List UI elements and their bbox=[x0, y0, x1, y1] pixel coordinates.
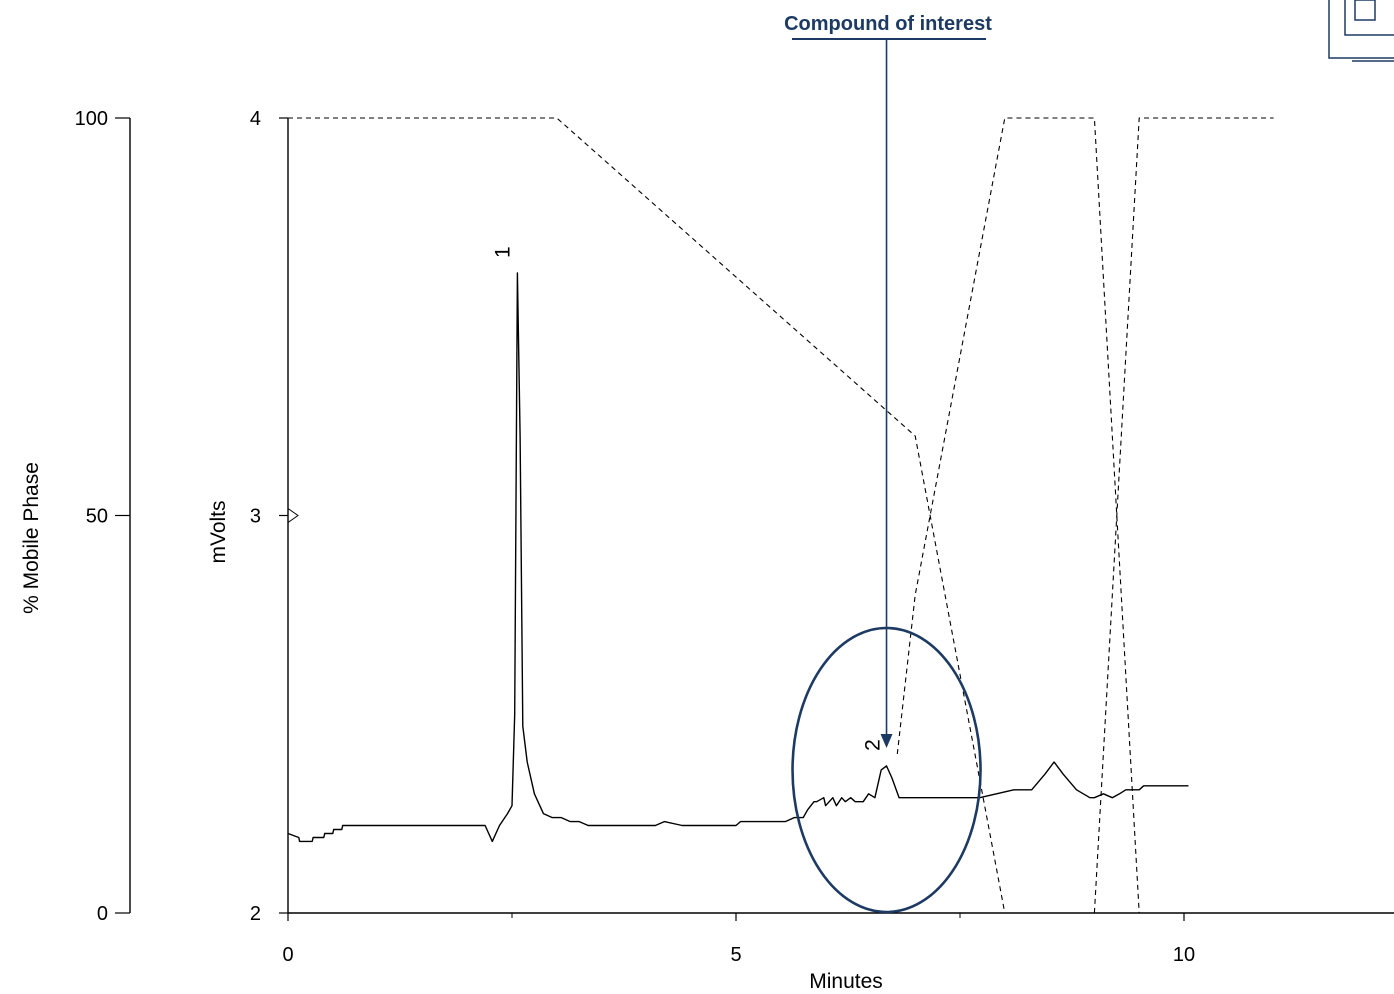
y-axis-marker bbox=[287, 508, 299, 523]
series-layer: 12 bbox=[287, 117, 1274, 914]
y-tick-label: 3 bbox=[250, 506, 261, 528]
callout-text: Compound of interest bbox=[784, 13, 992, 35]
callout-arrowhead bbox=[880, 734, 893, 748]
y2-tick-label: 0 bbox=[97, 903, 108, 925]
x-tick-label: 10 bbox=[1173, 944, 1195, 966]
annotation-layer: Compound of interest bbox=[784, 13, 992, 914]
y-tick-label: 2 bbox=[250, 903, 261, 925]
x-tick-label: 5 bbox=[730, 944, 741, 966]
y2-axis-title: % Mobile Phase bbox=[20, 462, 43, 614]
x-axis-title: Minutes bbox=[809, 970, 883, 993]
gradient-line-2 bbox=[896, 117, 1140, 914]
y2-tick-label: 100 bbox=[75, 108, 108, 130]
ticks: 0 5 10 2 3 4 0 50 100 bbox=[75, 108, 1196, 966]
y-tick-label: 4 bbox=[250, 108, 261, 130]
axes bbox=[129, 118, 1394, 914]
instrument-logo bbox=[1328, 0, 1394, 62]
chromatogram-trace bbox=[287, 272, 1189, 843]
y2-tick-label: 50 bbox=[86, 506, 108, 528]
gradient-line-1 bbox=[288, 117, 1274, 914]
x-tick-label: 0 bbox=[282, 944, 293, 966]
y-axis-title: mVolts bbox=[207, 500, 230, 563]
peak-label: 1 bbox=[491, 246, 514, 258]
peak-label: 2 bbox=[862, 739, 885, 751]
